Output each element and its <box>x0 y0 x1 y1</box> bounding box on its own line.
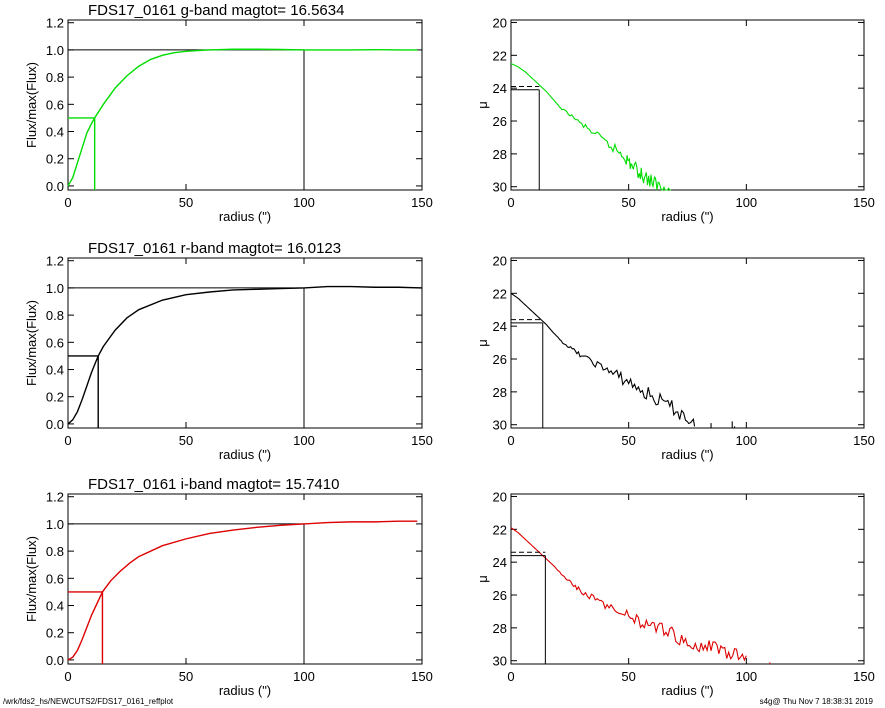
x-tick-label: 100 <box>293 195 315 210</box>
plot-frame <box>510 257 865 429</box>
y-tick-label: 20 <box>493 15 507 30</box>
x-tick-label: 0 <box>507 433 514 448</box>
plot-frame <box>67 493 423 665</box>
y-tick-label: 20 <box>493 489 507 504</box>
plot-frame <box>67 257 423 429</box>
y-tick-label: 0.0 <box>46 417 64 432</box>
y-tick-label: 0.2 <box>46 152 64 167</box>
y-tick-label: 28 <box>493 621 507 636</box>
y-tick-label: 22 <box>493 48 507 63</box>
y-tick-label: 24 <box>493 81 507 96</box>
y-tick-label: 1.2 <box>46 16 64 31</box>
y-tick-label: 22 <box>493 522 507 537</box>
y-tick-label: 30 <box>493 654 507 669</box>
y-tick-label: 26 <box>493 588 507 603</box>
x-axis-label: radius (") <box>661 209 713 224</box>
y-tick-label: 0.8 <box>46 308 64 323</box>
x-tick-label: 150 <box>411 433 433 448</box>
y-tick-label: 0.2 <box>46 626 64 641</box>
growth-curve-line <box>67 520 418 661</box>
x-tick-label: 50 <box>621 433 635 448</box>
x-tick-label: 0 <box>507 195 514 210</box>
y-axis-label: Flux/max(Flux) <box>24 536 39 622</box>
x-tick-label: 0 <box>507 669 514 684</box>
x-tick-label: 100 <box>293 433 315 448</box>
y-tick-label: 0.8 <box>46 70 64 85</box>
y-tick-label: 0.2 <box>46 390 64 405</box>
x-tick-label: 150 <box>411 669 433 684</box>
x-tick-label: 150 <box>853 433 875 448</box>
file-path-label: /wrk/fds2_hs/NEWCUTS2/FDS17_0161_reffplo… <box>3 697 174 706</box>
x-tick-label: 150 <box>411 195 433 210</box>
chart-title: FDS17_0161 i-band magtot= 15.7410 <box>88 476 339 493</box>
plot-frame <box>510 493 865 665</box>
x-tick-label: 0 <box>64 195 71 210</box>
y-tick-label: 24 <box>493 319 507 334</box>
x-tick-label: 100 <box>293 669 315 684</box>
x-axis-label: radius (") <box>219 683 271 698</box>
y-tick-label: 1.0 <box>46 43 64 58</box>
x-tick-label: 50 <box>621 195 635 210</box>
y-tick-label: 20 <box>493 253 507 268</box>
plot-frame <box>67 19 423 191</box>
y-axis-label: Flux/max(Flux) <box>24 62 39 148</box>
x-axis-label: radius (") <box>661 447 713 462</box>
x-tick-label: 0 <box>64 433 71 448</box>
chart-title: FDS17_0161 r-band magtot= 16.0123 <box>88 240 341 257</box>
x-tick-label: 150 <box>853 669 875 684</box>
x-tick-label: 50 <box>179 195 193 210</box>
y-tick-label: 28 <box>493 385 507 400</box>
y-tick-label: 30 <box>493 180 507 195</box>
y-tick-label: 0.6 <box>46 571 64 586</box>
y-axis-label: μ <box>475 101 490 109</box>
x-axis-label: radius (") <box>219 447 271 462</box>
x-tick-label: 100 <box>735 433 757 448</box>
y-tick-label: 28 <box>493 147 507 162</box>
timestamp-label: s4g@ Thu Nov 7 18:38:31 2019 <box>759 697 873 706</box>
chart-title: FDS17_0161 g-band magtot= 16.5634 <box>88 2 344 19</box>
y-tick-label: 1.0 <box>46 517 64 532</box>
y-tick-label: 30 <box>493 418 507 433</box>
surface-brightness-profile <box>510 63 672 191</box>
surface-brightness-profile <box>510 527 747 662</box>
y-tick-label: 0.0 <box>46 179 64 194</box>
y-tick-label: 26 <box>493 352 507 367</box>
y-tick-label: 0.8 <box>46 544 64 559</box>
y-axis-label: μ <box>475 339 490 347</box>
x-tick-label: 100 <box>735 195 757 210</box>
y-tick-label: 0.6 <box>46 335 64 350</box>
x-tick-label: 150 <box>853 195 875 210</box>
y-tick-label: 0.4 <box>46 363 64 378</box>
surface-brightness-profile <box>510 292 696 427</box>
y-tick-label: 0.4 <box>46 125 64 140</box>
y-tick-label: 0.4 <box>46 599 64 614</box>
y-tick-label: 22 <box>493 286 507 301</box>
y-tick-label: 1.2 <box>46 490 64 505</box>
x-tick-label: 50 <box>179 669 193 684</box>
y-tick-label: 1.0 <box>46 281 64 296</box>
y-axis-label: μ <box>475 575 490 583</box>
growth-curve-line <box>67 48 418 187</box>
y-tick-label: 26 <box>493 114 507 129</box>
x-tick-label: 100 <box>735 669 757 684</box>
y-tick-label: 0.0 <box>46 653 64 668</box>
x-axis-label: radius (") <box>661 683 713 698</box>
plot-frame <box>510 19 865 191</box>
x-tick-label: 50 <box>621 669 635 684</box>
x-axis-label: radius (") <box>219 209 271 224</box>
y-tick-label: 1.2 <box>46 254 64 269</box>
y-tick-label: 0.6 <box>46 97 64 112</box>
y-axis-label: Flux/max(Flux) <box>24 300 39 386</box>
y-tick-label: 24 <box>493 555 507 570</box>
growth-curve-line <box>67 285 423 425</box>
x-tick-label: 50 <box>179 433 193 448</box>
x-tick-label: 0 <box>64 669 71 684</box>
